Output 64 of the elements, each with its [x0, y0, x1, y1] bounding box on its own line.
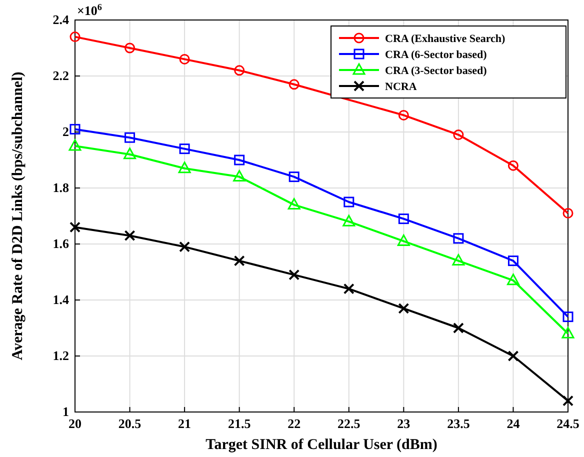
x-tick-label: 21.5	[228, 416, 252, 431]
y-tick-label: 1.8	[52, 180, 70, 195]
point	[506, 274, 520, 286]
x-tick-label: 24	[506, 416, 520, 431]
y-tick-label: 1	[62, 404, 69, 419]
text: ×10$^{6}$	[77, 2, 102, 18]
x-tick-label: 20	[68, 416, 82, 431]
point	[288, 79, 300, 90]
y-tick-label: 1.6	[52, 236, 70, 251]
legend-label: CRA (6-Sector based)	[385, 49, 488, 61]
x-tick-label: 24.5	[556, 416, 580, 431]
legend-label: NCRA	[385, 81, 417, 93]
point	[453, 130, 464, 140]
point	[452, 322, 464, 334]
legend-label: CRA (Exhaustive Search)	[385, 33, 506, 45]
point	[343, 283, 354, 294]
point	[562, 395, 574, 406]
point	[124, 148, 136, 160]
point	[453, 233, 464, 244]
point	[288, 198, 300, 210]
x-tick-label: 23.5	[447, 416, 470, 431]
point	[179, 241, 190, 252]
point	[508, 350, 519, 362]
point	[70, 222, 80, 233]
x-tick-label: 22.5	[338, 416, 361, 431]
point	[124, 230, 136, 242]
point	[508, 160, 518, 171]
point	[344, 196, 354, 208]
point	[397, 234, 410, 246]
y-tick-label: 2	[62, 124, 69, 139]
point	[234, 154, 245, 166]
y-tick-label: 1.4	[52, 292, 70, 307]
point	[233, 170, 246, 182]
y-tick-label: 1.2	[52, 348, 69, 363]
y-axis-title: Average Rate of D2D Links (bps/subchannel)	[10, 72, 26, 360]
point	[562, 326, 574, 338]
point	[342, 214, 356, 226]
point	[288, 269, 300, 280]
x-tick-label: 23	[397, 416, 411, 431]
point	[179, 144, 190, 154]
point	[68, 139, 82, 151]
x-axis-title: Target SINR of Cellular User (dBm)	[206, 437, 438, 453]
x-tick-label: 20.5	[118, 416, 142, 431]
point	[398, 214, 409, 224]
point	[398, 302, 410, 314]
x-tick-label: 22	[288, 416, 301, 431]
point	[234, 255, 245, 266]
point	[70, 32, 80, 42]
point	[178, 162, 191, 174]
point	[124, 132, 136, 143]
legend-label: CRA (3-Sector based)	[385, 65, 488, 77]
point	[508, 256, 518, 266]
x-tick-label: 21	[178, 416, 192, 431]
point	[398, 110, 409, 120]
point	[288, 172, 300, 182]
point	[562, 312, 574, 322]
point	[179, 54, 190, 64]
point	[234, 65, 245, 76]
point	[562, 208, 574, 218]
point	[452, 254, 465, 266]
y-tick-label: 2.2	[52, 68, 69, 83]
y-tick-label: 2.4	[52, 12, 70, 27]
point	[70, 124, 80, 134]
point	[124, 42, 136, 54]
